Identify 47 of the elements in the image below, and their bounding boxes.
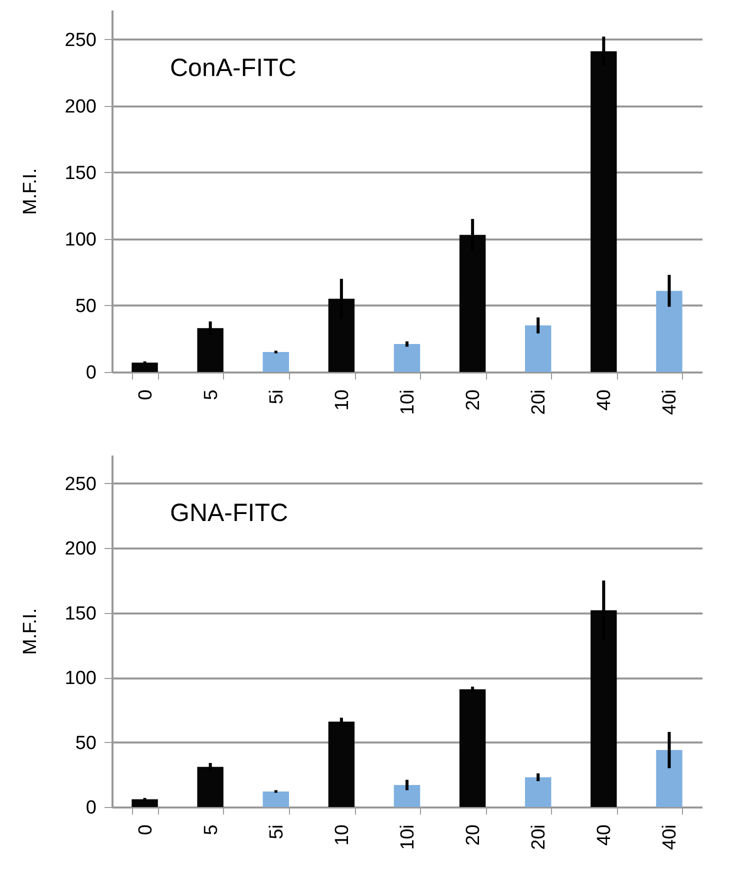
bar xyxy=(525,777,552,807)
y-tick-label: 0 xyxy=(86,362,96,384)
y-tick-label: 50 xyxy=(75,296,96,317)
bar xyxy=(262,791,289,807)
x-tick-label: 5 xyxy=(200,390,222,400)
y-tick-label: 150 xyxy=(64,603,96,624)
y-tick-label: 100 xyxy=(64,229,96,250)
y-tick-label: 0 xyxy=(86,798,96,818)
y-axis-title: M.F.I. xyxy=(20,168,41,215)
x-tick-label: 40i xyxy=(660,824,681,850)
x-tick-label: 20i xyxy=(528,824,550,850)
x-tick-label: 40 xyxy=(594,824,616,846)
x-tick-label: 10 xyxy=(332,390,353,411)
bar xyxy=(459,689,486,807)
x-tick-label: 40 xyxy=(594,390,616,411)
bar xyxy=(656,290,682,372)
bar xyxy=(132,362,158,372)
bar xyxy=(132,799,158,807)
bar xyxy=(262,352,289,372)
y-tick-label: 250 xyxy=(64,474,96,495)
x-tick-label: 20i xyxy=(528,390,550,415)
y-tick-label: 200 xyxy=(64,538,96,560)
y-tick-label: 100 xyxy=(64,668,96,690)
y-tick-label: 250 xyxy=(64,30,96,51)
bar xyxy=(656,750,682,807)
x-tick-label: 20 xyxy=(463,390,484,411)
bar xyxy=(394,344,420,372)
y-tick-label: 200 xyxy=(64,96,96,118)
bar xyxy=(525,325,552,372)
x-tick-label: 10i xyxy=(398,824,418,850)
annotation: ConA-FITC xyxy=(170,54,296,82)
annotation: GNA-FITC xyxy=(170,499,288,527)
y-axis-title: M.F.I. xyxy=(20,608,41,655)
x-tick-label: 0 xyxy=(135,824,156,836)
x-tick-label: 20 xyxy=(463,824,484,846)
y-tick-label: 50 xyxy=(75,732,96,754)
x-tick-label: 40i xyxy=(660,390,681,415)
x-tick-label: 5i xyxy=(266,390,288,404)
y-tick-label: 150 xyxy=(64,162,96,184)
bar xyxy=(197,766,224,807)
bar xyxy=(394,785,420,807)
x-tick-label: 5i xyxy=(266,824,288,840)
x-tick-label: 5 xyxy=(200,824,222,836)
x-tick-label: 10i xyxy=(398,390,418,415)
x-tick-label: 0 xyxy=(135,390,156,400)
x-tick-label: 10 xyxy=(332,824,353,846)
bar xyxy=(328,722,355,807)
